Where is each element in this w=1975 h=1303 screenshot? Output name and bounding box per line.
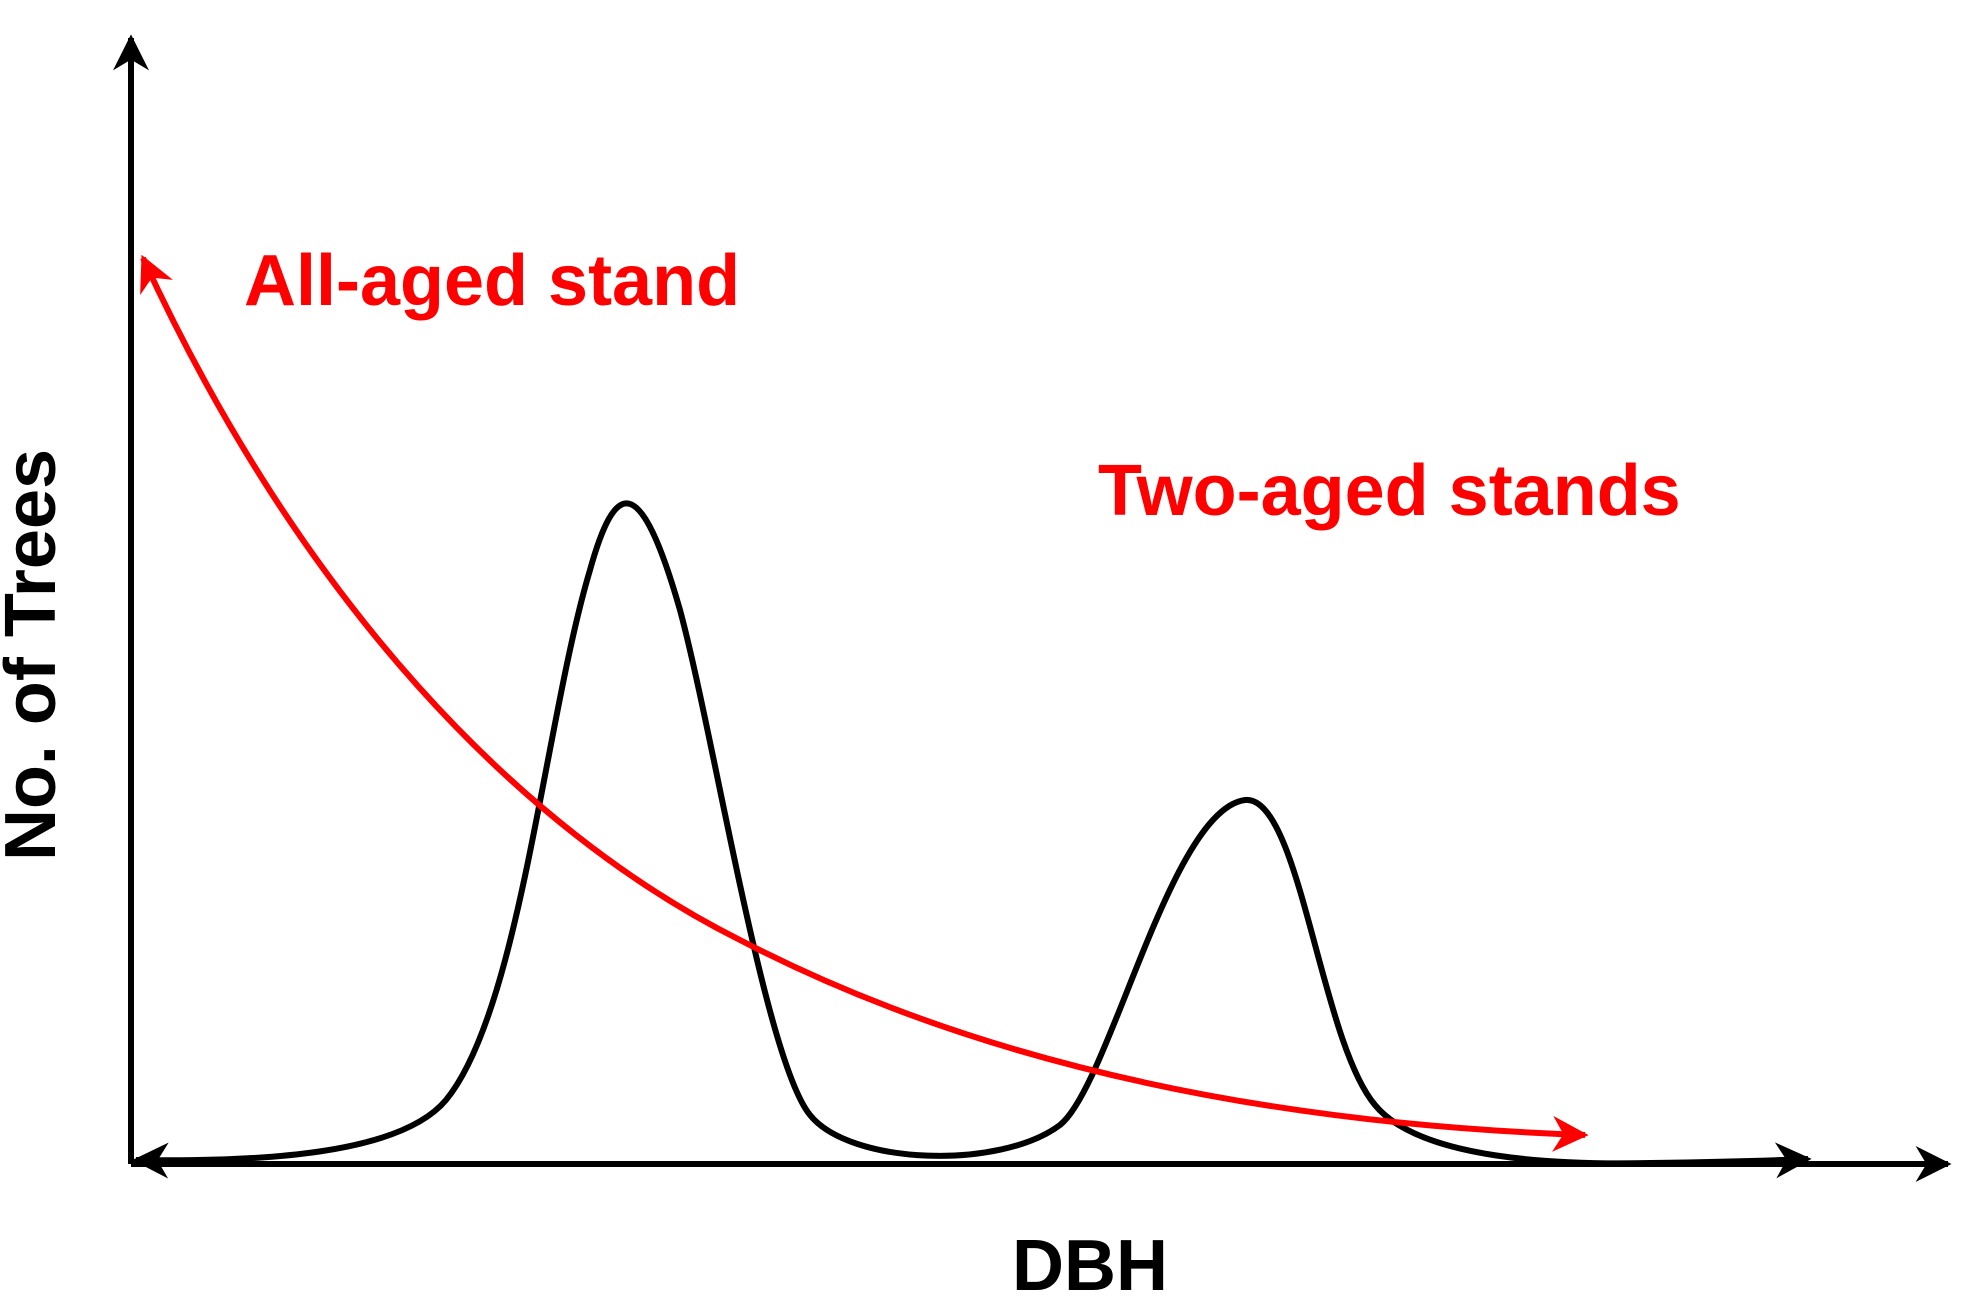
annotation-two-aged-stands: Two-aged stands (1098, 451, 1681, 531)
y-axis-label: No. of Trees (0, 449, 71, 861)
x-axis-label: DBH (1012, 1226, 1168, 1303)
annotation-all-aged-stand: All-aged stand (244, 241, 740, 321)
two-aged-stands-curve (132, 500, 1812, 1179)
all-aged-stand-curve (140, 254, 1589, 1152)
